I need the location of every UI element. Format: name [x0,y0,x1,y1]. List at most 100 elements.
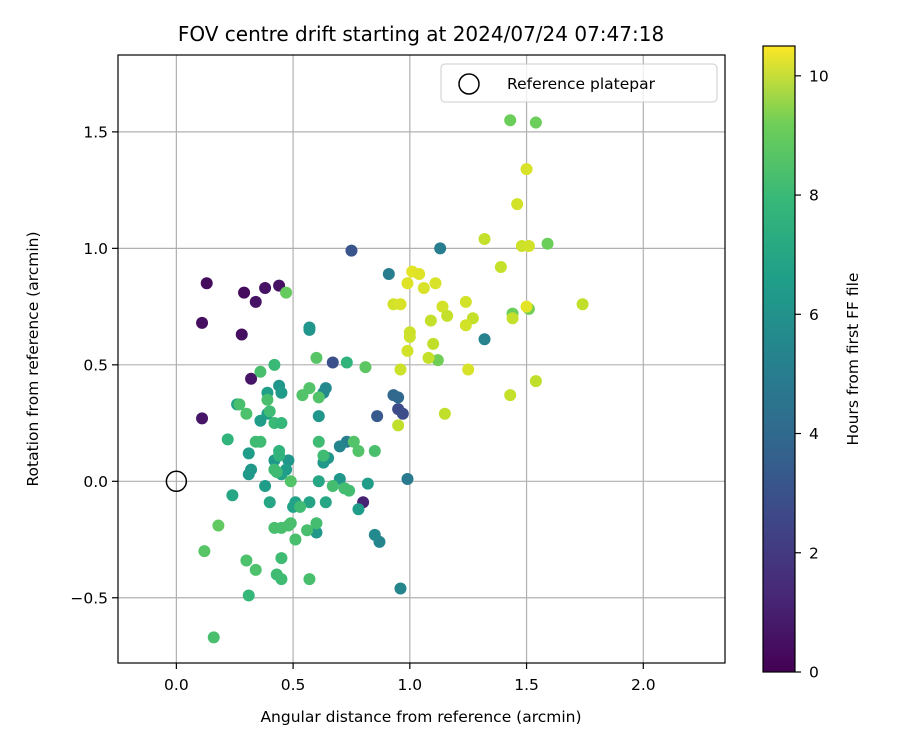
data-point [263,405,276,418]
data-point [310,526,323,539]
data-point [238,286,251,299]
data-point [504,114,517,127]
data-point [576,298,589,311]
data-point [280,463,293,476]
data-point [459,295,472,308]
data-points [196,114,589,644]
data-point [359,361,372,374]
colorbar-frame [762,45,796,673]
data-point [326,356,339,369]
data-point [282,454,295,467]
data-point [296,389,309,402]
data-point [368,445,381,458]
data-point [401,344,414,357]
x-tick-label: 0.0 [164,676,189,694]
data-point [312,435,325,448]
data-point [221,433,234,446]
data-point [541,237,554,250]
data-point [310,351,323,364]
data-point [392,419,405,432]
plot-frame [117,54,726,664]
data-point [259,479,272,492]
data-point [403,330,416,343]
colorbar-tick-label: 8 [809,187,819,205]
legend-label: Reference platepar [507,75,656,93]
data-point [200,277,213,290]
data-point [382,267,395,280]
y-axis-label: Rotation from reference (arcmin) [24,231,42,486]
data-point [275,417,288,430]
data-point [196,412,209,425]
data-point [275,386,288,399]
data-point [413,267,426,280]
colorbar: 0 2 4 6 8 10 Hours from first FF file [762,45,862,682]
data-point [326,479,339,492]
data-point [511,198,524,211]
x-axis: 0.0 0.5 1.0 1.5 2.0 [164,663,656,694]
colorbar-tick-label: 0 [809,664,819,682]
data-point [340,356,353,369]
data-point [310,517,323,530]
data-point [207,631,220,644]
data-point [434,242,447,255]
data-point [394,582,407,595]
data-point [242,447,255,460]
colorbar-tick-label: 6 [809,306,819,324]
data-point [504,389,517,402]
legend: Reference platepar [440,63,718,103]
y-tick-label: 1.0 [83,240,108,258]
data-point [254,435,267,448]
colorbar-gradient [763,46,795,672]
data-point [242,589,255,602]
data-point [249,563,262,576]
data-point [520,163,533,176]
data-point [226,489,239,502]
data-point [270,465,283,478]
data-point [436,300,449,313]
data-point [294,500,307,513]
legend-marker-open-circle [458,73,480,95]
data-point [462,363,475,376]
data-point [275,573,288,586]
data-point [233,398,246,411]
data-point [317,449,330,462]
data-point [459,319,472,332]
data-point [301,524,314,537]
data-point [240,554,253,567]
y-tick-label: −0.5 [70,589,108,607]
data-point [319,496,332,509]
data-point [275,521,288,534]
data-point [275,552,288,565]
data-point [303,321,316,334]
data-point [240,407,253,420]
grid-lines [118,55,725,663]
data-point [417,281,430,294]
data-point [196,316,209,329]
data-point [235,328,248,341]
data-point [312,391,325,404]
data-point [343,484,356,497]
y-axis: −0.5 0.0 0.5 1.0 1.5 [70,123,118,607]
data-point [259,281,272,294]
data-point [312,475,325,488]
data-point [392,391,405,404]
colorbar-ticks: 0 2 4 6 8 10 [795,67,829,682]
data-point [352,445,365,458]
data-point [345,244,358,257]
y-tick-label: 1.5 [83,123,108,141]
data-point [198,545,211,558]
data-point [394,298,407,311]
data-point [361,477,374,490]
data-point [438,407,451,420]
y-tick-label: 0.0 [83,473,108,491]
data-point [478,333,491,346]
x-tick-label: 1.0 [397,676,422,694]
colorbar-tick-label: 10 [809,67,829,85]
data-point [280,286,293,299]
data-point [284,475,297,488]
data-point [371,410,384,423]
legend-box [440,63,718,103]
x-tick-label: 0.5 [281,676,306,694]
data-point [394,363,407,376]
